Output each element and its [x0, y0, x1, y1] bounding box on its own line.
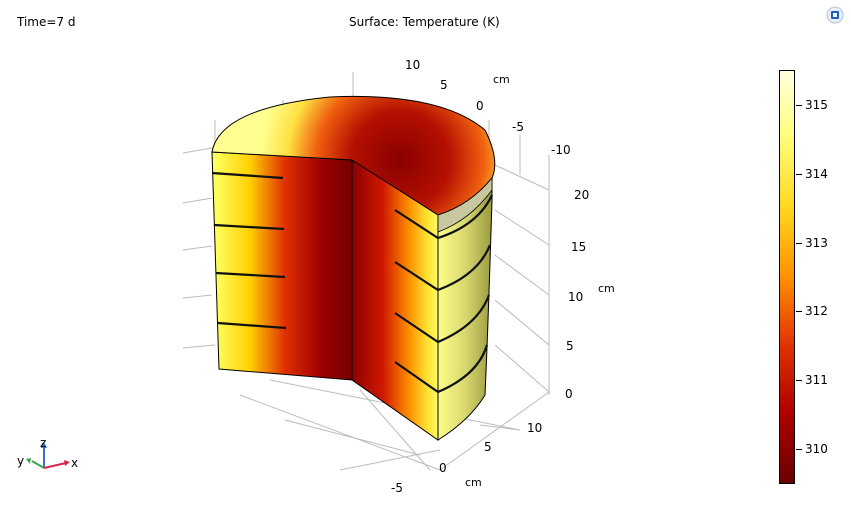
x-tick-minus5: -5 [391, 481, 403, 495]
colorbar-tick-label: 314 [805, 167, 828, 181]
colorbar-tick-label: 313 [805, 236, 828, 250]
y-tick-10: 10 [405, 58, 420, 72]
x-tick-5: 5 [484, 440, 492, 454]
y-tick-minus10: -10 [551, 143, 571, 157]
z-tick-0: 0 [565, 387, 573, 401]
colorbar-gradient [780, 71, 794, 483]
z-tick-10: 10 [568, 290, 583, 304]
colorbar-frame [779, 70, 795, 484]
cut-face-left [211, 151, 353, 381]
y-tick-0: 0 [476, 99, 484, 113]
triad-y-arrow-icon [26, 458, 31, 464]
y-tick-5: 5 [440, 78, 448, 92]
plot-title: Surface: Temperature (K) [349, 15, 500, 29]
colorbar-tick-label: 311 [805, 373, 828, 387]
app-logo-icon[interactable] [826, 6, 844, 24]
colorbar-tick-label: 310 [805, 442, 828, 456]
triad-y-label: y [17, 454, 24, 468]
x-axis-unit: cm [465, 476, 482, 489]
colorbar-tick [796, 449, 802, 450]
z-axis-unit: cm [598, 282, 615, 295]
time-label: Time=7 d [17, 15, 76, 29]
triad-z-label: z [40, 436, 46, 450]
y-tick-minus5: -5 [512, 120, 524, 134]
colorbar-tick [796, 105, 802, 106]
axis-triad: z y x [17, 436, 78, 470]
x-tick-10: 10 [527, 421, 542, 435]
colorbar-tick [796, 243, 802, 244]
cylinder-rim [437, 176, 493, 233]
triad-y-line [31, 460, 45, 469]
coil-lines [211, 171, 493, 394]
x-tick-0: 0 [439, 461, 447, 475]
z-tick-5: 5 [566, 339, 574, 353]
colorbar-tick [796, 311, 802, 312]
colorbar-tick-label: 315 [805, 98, 828, 112]
colorbar-tick [796, 380, 802, 381]
triad-x-label: x [71, 456, 78, 470]
y-axis-unit: cm [493, 73, 510, 86]
triad-x-line [43, 462, 67, 469]
triad-x-arrow-icon [64, 460, 70, 466]
grid-lines [182, 72, 550, 471]
z-tick-20: 20 [574, 188, 589, 202]
colorbar-tick [796, 174, 802, 175]
colorbar-tick-label: 312 [805, 304, 828, 318]
z-tick-15: 15 [571, 240, 586, 254]
triad-z-arrow-icon [41, 442, 47, 448]
